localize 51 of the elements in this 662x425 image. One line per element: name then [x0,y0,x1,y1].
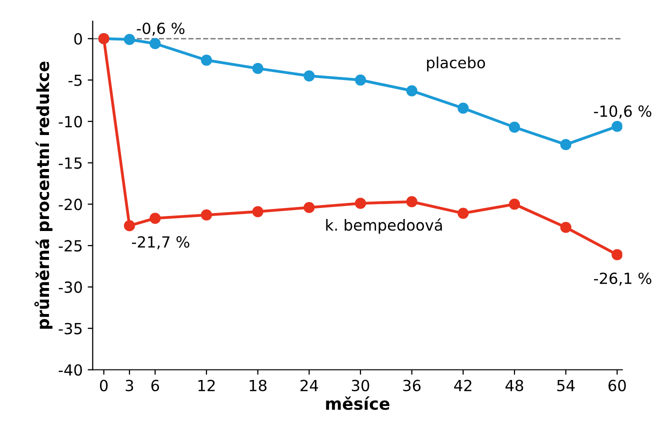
x-tick-label: 12 [198,380,215,392]
x-axis-title: měsíce [326,396,390,410]
x-tick-label: 54 [557,380,575,392]
point [406,85,418,96]
x-tick-label: 0 [100,380,108,392]
point [508,122,520,133]
y-tick-label: -30 [58,281,82,293]
x-tick-label: 42 [454,380,472,392]
point [200,209,212,221]
point [124,220,136,232]
point [304,202,315,214]
point [406,196,418,208]
data-label: -21,7 % [132,236,190,250]
point [354,198,366,209]
y-tick-label: -35 [58,322,82,334]
x-tick-label: 6 [151,380,160,392]
y-tick-label: -40 [58,364,82,376]
x-tick-label: 30 [352,380,370,392]
point [612,120,622,132]
point [304,70,315,82]
y-tick-label: -5 [68,74,82,86]
series-label: k. bempedoová [326,218,442,234]
point [458,102,469,114]
point [200,54,212,66]
point [150,212,161,224]
data-label: -10,6 % [594,105,652,118]
point [560,222,572,233]
point [124,34,136,46]
point [150,38,161,50]
point [252,206,264,218]
point [354,74,366,86]
x-tick-label: 36 [403,380,421,392]
data-label: -26,1 % [594,272,652,286]
point [612,249,622,260]
y-tick-label: 0 [74,33,82,45]
y-tick-label: -15 [58,157,82,169]
series-label: placebo [427,56,486,72]
x-tick-label: 18 [250,380,266,392]
y-tick-label: -10 [58,116,82,128]
point [508,198,520,210]
point [252,62,264,74]
x-tick-label: 3 [126,380,134,392]
data-label: -0,6 % [136,22,184,36]
x-tick-label: 24 [300,380,318,392]
x-tick-label: 60 [608,380,626,392]
y-tick-label: -25 [58,240,82,252]
point [560,139,572,150]
point [458,208,469,219]
y-tick-label: -20 [58,198,82,210]
y-axis-title: průměrná procentní redukce [34,62,52,329]
x-tick-label: 48 [506,380,524,392]
